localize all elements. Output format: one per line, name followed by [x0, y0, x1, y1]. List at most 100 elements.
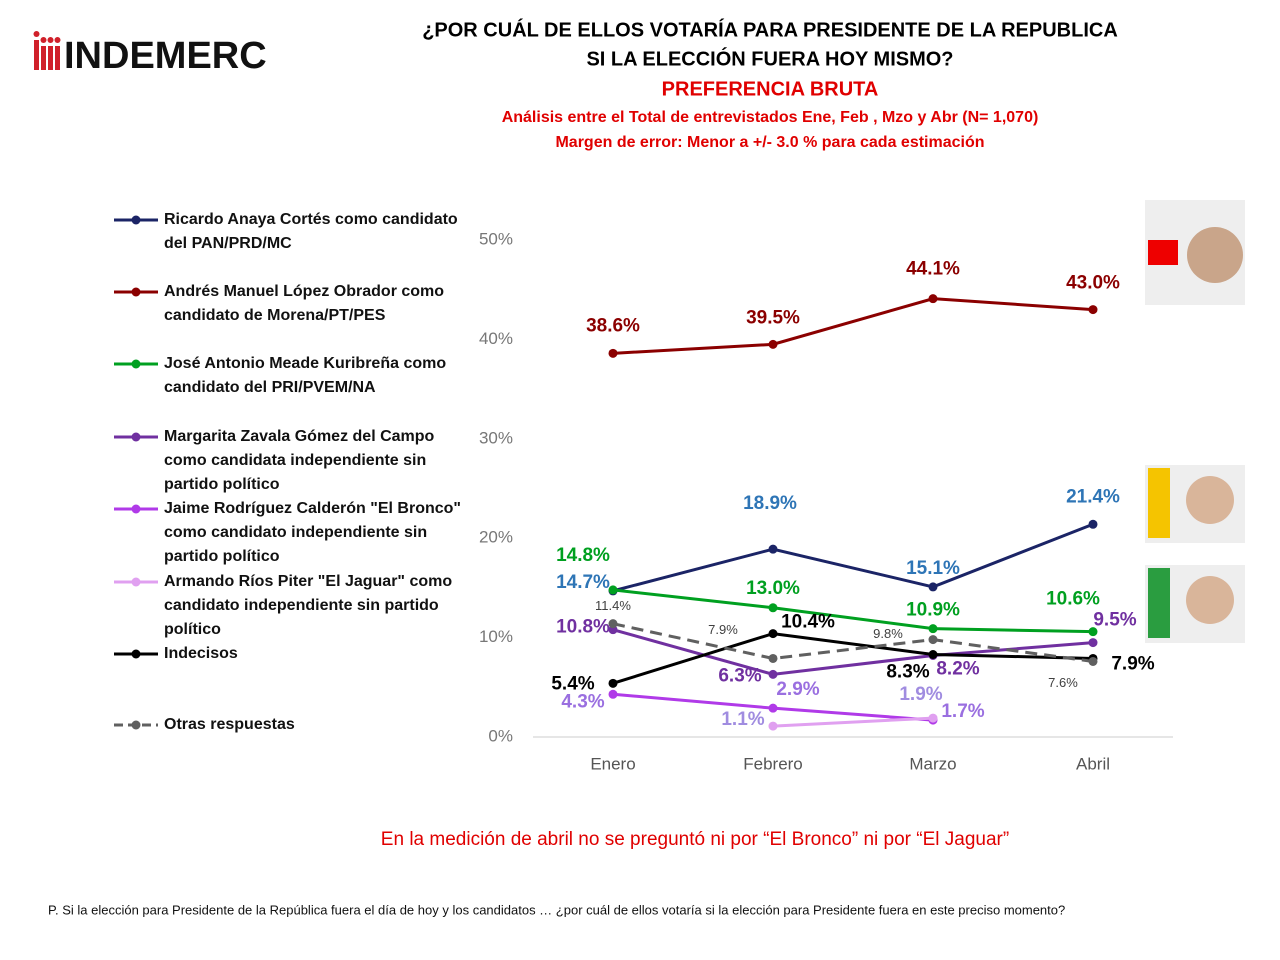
legend-dot — [131, 432, 141, 442]
point — [928, 624, 938, 634]
value-label: 2.9% — [776, 679, 819, 700]
x-tick-label: Abril — [1076, 754, 1110, 773]
value-label: 43.0% — [1066, 273, 1120, 294]
legend-item: Ricardo Anaya Cortés como candidato del … — [112, 208, 472, 256]
legend-item: José Antonio Meade Kuribreña como candid… — [112, 352, 472, 400]
series-line — [612, 297, 1094, 355]
title: ¿POR CUÁL DE ELLOS VOTARÍA PARA PRESIDEN… — [422, 18, 1118, 41]
point — [768, 339, 778, 349]
value-label: 8.3% — [886, 662, 929, 683]
legend-label: Jaime Rodríguez Calderón "El Bronco" com… — [164, 500, 461, 565]
legend-icon — [114, 215, 158, 225]
point — [1088, 656, 1098, 666]
legend-dot — [131, 359, 141, 369]
note: Margen de error: Menor a +/- 3.0 % para … — [555, 134, 984, 151]
value-label: 44.1% — [906, 259, 960, 280]
value-label: 1.9% — [899, 684, 942, 705]
point — [928, 649, 938, 659]
point — [768, 703, 778, 713]
y-tick-label: 20% — [479, 528, 513, 547]
legend-icon — [114, 359, 158, 369]
legend-item: Otras respuestas — [112, 713, 472, 737]
legend-dot — [131, 577, 141, 587]
y-tick-label: 50% — [479, 229, 513, 248]
legend-icon — [114, 287, 158, 297]
value-label: 1.1% — [721, 709, 764, 730]
point — [1088, 638, 1098, 648]
point — [608, 348, 618, 358]
y-tick-label: 40% — [479, 329, 513, 348]
legend-icon — [114, 649, 158, 659]
legend-icon — [114, 577, 158, 587]
point — [768, 669, 778, 679]
value-label: 14.7% — [556, 572, 610, 593]
series-line — [612, 632, 1094, 685]
point — [1088, 627, 1098, 637]
y-tick-label: 0% — [488, 726, 513, 745]
legend-label: José Antonio Meade Kuribreña como candid… — [164, 355, 447, 396]
logo: INDEMERC — [64, 35, 267, 77]
legend-label: Armando Ríos Piter "El Jaguar" como cand… — [164, 573, 453, 638]
series-line — [612, 522, 1094, 593]
point — [928, 713, 938, 723]
series-line — [772, 716, 934, 728]
legend-dot — [131, 504, 141, 514]
point — [1088, 305, 1098, 315]
legend-dot — [131, 649, 141, 659]
point — [928, 635, 938, 645]
value-label: 9.8% — [873, 626, 903, 641]
legend-dot — [131, 720, 141, 730]
value-label: 14.8% — [556, 545, 610, 566]
value-label: 6.3% — [718, 665, 761, 686]
x-tick-label: Enero — [590, 754, 635, 773]
point — [608, 689, 618, 699]
value-label: 11.4% — [595, 598, 631, 613]
legend-label: Ricardo Anaya Cortés como candidato del … — [164, 211, 458, 252]
value-label: 13.0% — [746, 578, 800, 599]
point — [928, 294, 938, 304]
point — [928, 582, 938, 592]
legend-label: Andrés Manuel López Obrador como candida… — [164, 283, 445, 324]
value-label: 10.4% — [781, 612, 835, 633]
legend-icon — [114, 504, 158, 514]
point — [768, 653, 778, 663]
legend-label: Indecisos — [164, 645, 238, 662]
value-label: 5.4% — [551, 673, 594, 694]
legend-icon — [114, 432, 158, 442]
x-tick-label: Marzo — [909, 754, 956, 773]
legend-label: Otras respuestas — [164, 716, 295, 733]
y-tick-label: 30% — [479, 428, 513, 447]
legend-item: Andrés Manuel López Obrador como candida… — [112, 280, 472, 328]
logo-bars — [33, 31, 61, 70]
legend-dot — [131, 287, 141, 297]
legend-item: Margarita Zavala Gómez del Campo como ca… — [112, 425, 472, 497]
value-label: 38.6% — [586, 315, 640, 336]
point — [1088, 519, 1098, 529]
value-label: 39.5% — [746, 307, 800, 328]
legend-item: Indecisos — [112, 642, 472, 666]
y-tick-label: 10% — [479, 627, 513, 646]
value-label: 7.6% — [1048, 675, 1078, 690]
legend-dot — [131, 215, 141, 225]
value-label: 1.7% — [941, 701, 984, 722]
subtitle: PREFERENCIA BRUTA — [662, 78, 879, 100]
annotation: En la medición de abril no se preguntó n… — [381, 829, 1009, 850]
footnote: P. Si la elección para Presidente de la … — [48, 902, 1065, 917]
note: Análisis entre el Total de entrevistados… — [502, 109, 1039, 126]
point — [768, 603, 778, 613]
point — [768, 721, 778, 731]
value-label: 10.6% — [1046, 589, 1100, 610]
point — [608, 619, 618, 629]
value-label: 10.8% — [556, 617, 610, 638]
value-label: 4.3% — [561, 691, 604, 712]
point — [768, 544, 778, 554]
title: SI LA ELECCIÓN FUERA HOY MISMO? — [586, 46, 953, 70]
point — [608, 585, 618, 595]
candidate-photos — [1145, 200, 1245, 643]
point — [768, 629, 778, 639]
legend-item: Armando Ríos Piter "El Jaguar" como cand… — [112, 570, 472, 642]
value-label: 7.9% — [708, 622, 738, 637]
value-label: 9.5% — [1093, 610, 1136, 631]
